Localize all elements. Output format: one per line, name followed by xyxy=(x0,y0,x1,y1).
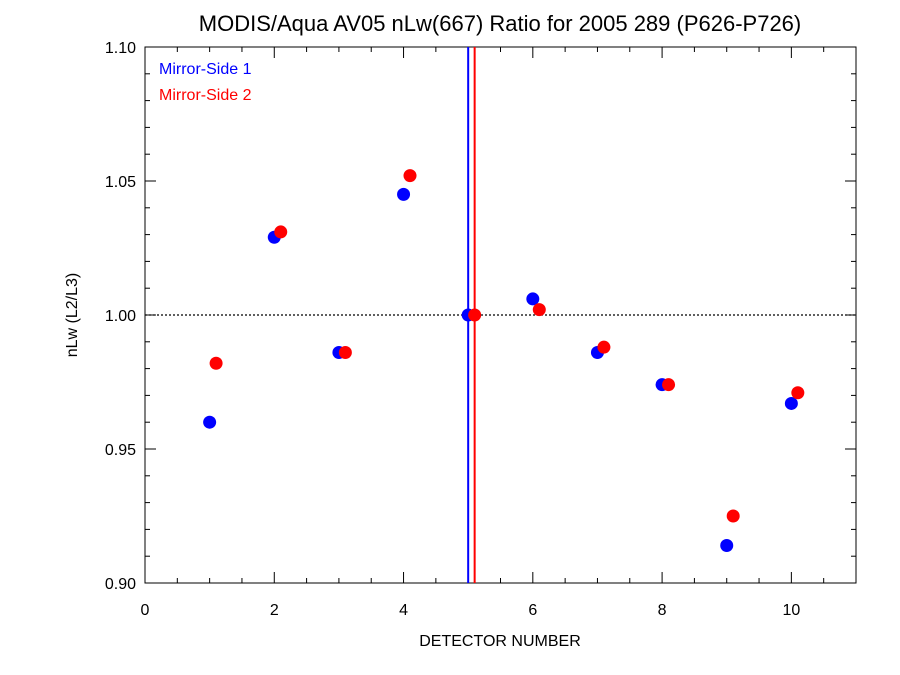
point-series-2 xyxy=(274,225,288,239)
y-tick-label: 1.00 xyxy=(105,308,136,325)
point-series-1 xyxy=(784,396,798,410)
y-tick-label: 0.90 xyxy=(105,576,136,593)
y-tick-label: 1.05 xyxy=(105,174,136,191)
legend-entry-series-1: Mirror-Side 1 xyxy=(159,61,252,78)
y-tick-label: 0.95 xyxy=(105,442,136,459)
x-tick-label: 2 xyxy=(270,602,279,619)
tick-labels: 0 2 4 6 8 10 0.90 0.95 1.00 1.05 1.10 xyxy=(105,40,801,619)
point-series-1 xyxy=(397,187,411,201)
point-series-2 xyxy=(338,346,352,360)
point-series-2 xyxy=(209,356,223,370)
data-points xyxy=(203,169,805,552)
x-tick-label: 8 xyxy=(658,602,667,619)
point-series-2 xyxy=(597,340,611,354)
point-series-2 xyxy=(403,169,417,183)
y-axis-label: nLw (L2/L3) xyxy=(64,273,81,358)
legend-entry-series-2: Mirror-Side 2 xyxy=(159,87,252,104)
point-series-1 xyxy=(526,292,540,306)
point-series-2 xyxy=(726,509,740,523)
x-tick-label: 4 xyxy=(399,602,408,619)
axis-ticks xyxy=(144,46,857,584)
x-tick-label: 0 xyxy=(141,602,150,619)
point-series-2 xyxy=(791,386,805,400)
point-series-2 xyxy=(662,378,676,392)
point-series-2 xyxy=(532,303,546,317)
x-axis-label: DETECTOR NUMBER xyxy=(419,633,581,650)
chart-title: MODIS/Aqua AV05 nLw(667) Ratio for 2005 … xyxy=(199,11,802,36)
point-series-1 xyxy=(720,538,734,552)
point-series-2 xyxy=(468,308,482,322)
y-tick-label: 1.10 xyxy=(105,40,136,57)
legend: Mirror-Side 1 Mirror-Side 2 xyxy=(159,61,252,104)
x-tick-label: 6 xyxy=(528,602,537,619)
point-series-1 xyxy=(203,415,217,429)
x-tick-label: 10 xyxy=(782,602,800,619)
